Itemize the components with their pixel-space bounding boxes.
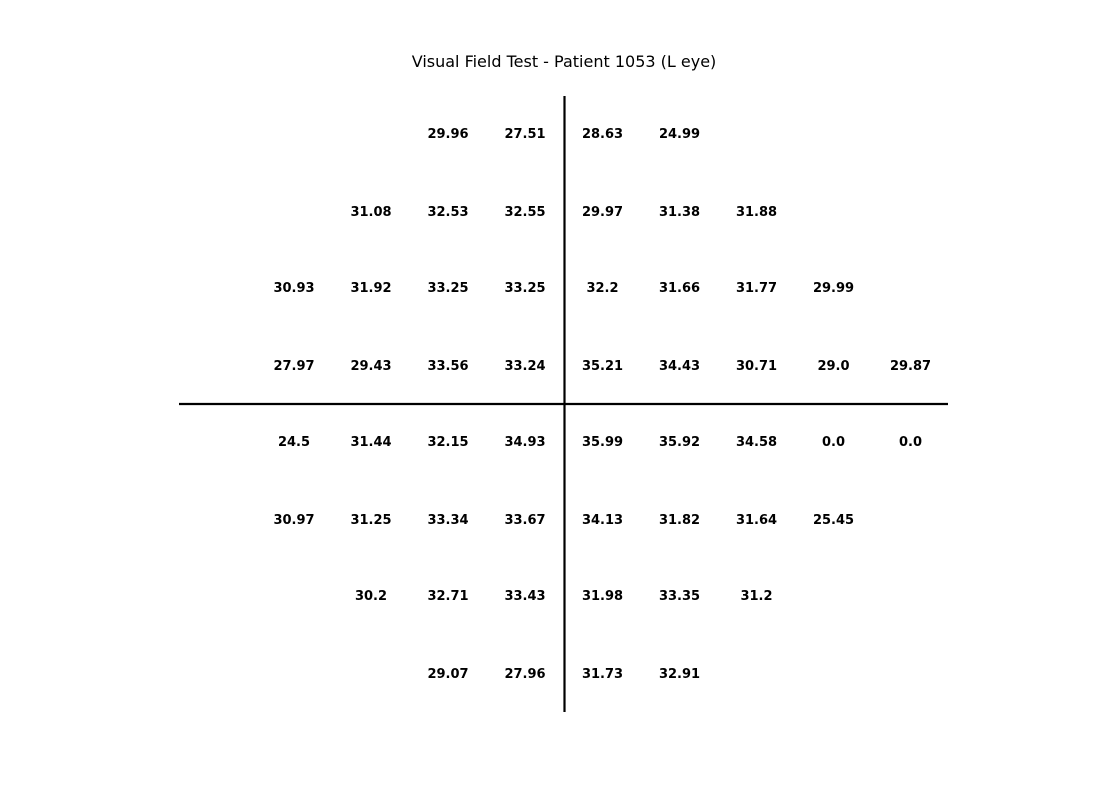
sensitivity-value: 27.51	[504, 127, 545, 142]
sensitivity-value: 28.63	[582, 127, 623, 142]
sensitivity-value: 29.0	[817, 359, 849, 374]
sensitivity-value: 35.21	[582, 359, 623, 374]
sensitivity-value: 33.56	[427, 359, 468, 374]
sensitivity-value: 27.96	[504, 667, 545, 682]
sensitivity-value: 30.93	[273, 281, 314, 296]
sensitivity-value: 29.43	[350, 359, 391, 374]
sensitivity-value: 24.99	[659, 127, 700, 142]
sensitivity-value: 31.44	[350, 435, 391, 450]
sensitivity-value: 32.53	[427, 205, 468, 220]
sensitivity-value: 33.43	[504, 589, 545, 604]
sensitivity-value: 31.38	[659, 205, 700, 220]
sensitivity-value: 27.97	[273, 359, 314, 374]
sensitivity-value: 33.25	[504, 281, 545, 296]
sensitivity-value: 34.43	[659, 359, 700, 374]
chart-title: Visual Field Test - Patient 1053 (L eye)	[411, 52, 717, 71]
sensitivity-value: 29.99	[813, 281, 854, 296]
sensitivity-value: 30.71	[736, 359, 777, 374]
sensitivity-value: 35.92	[659, 435, 700, 450]
sensitivity-value: 32.71	[427, 589, 468, 604]
sensitivity-value: 34.58	[736, 435, 777, 450]
sensitivity-value: 35.99	[582, 435, 623, 450]
sensitivity-value: 30.97	[273, 513, 314, 528]
sensitivity-value: 31.73	[582, 667, 623, 682]
sensitivity-value: 33.67	[504, 513, 545, 528]
sensitivity-value: 32.2	[586, 281, 618, 296]
sensitivity-value: 31.98	[582, 589, 623, 604]
sensitivity-value: 31.88	[736, 205, 777, 220]
sensitivity-value: 0.0	[822, 435, 845, 450]
sensitivity-value: 0.0	[899, 435, 922, 450]
sensitivity-value: 32.91	[659, 667, 700, 682]
sensitivity-value: 25.45	[813, 513, 854, 528]
sensitivity-value: 24.5	[278, 435, 310, 450]
sensitivity-value: 31.08	[350, 205, 391, 220]
sensitivity-value: 32.15	[427, 435, 468, 450]
sensitivity-value: 31.25	[350, 513, 391, 528]
sensitivity-value: 29.96	[427, 127, 468, 142]
sensitivity-value: 29.97	[582, 205, 623, 220]
sensitivity-value: 33.25	[427, 281, 468, 296]
sensitivity-value: 32.55	[504, 205, 545, 220]
sensitivity-value: 31.77	[736, 281, 777, 296]
sensitivity-value: 33.34	[427, 513, 468, 528]
sensitivity-value: 33.35	[659, 589, 700, 604]
sensitivity-value: 34.13	[582, 513, 623, 528]
sensitivity-value: 31.92	[350, 281, 391, 296]
sensitivity-value: 29.87	[890, 359, 931, 374]
sensitivity-value: 31.66	[659, 281, 700, 296]
sensitivity-value: 31.2	[740, 589, 772, 604]
sensitivity-value: 33.24	[504, 359, 545, 374]
sensitivity-value: 30.2	[355, 589, 387, 604]
sensitivity-value: 31.82	[659, 513, 700, 528]
sensitivity-value: 29.07	[427, 667, 468, 682]
sensitivity-value: 34.93	[504, 435, 545, 450]
sensitivity-value: 31.64	[736, 513, 777, 528]
